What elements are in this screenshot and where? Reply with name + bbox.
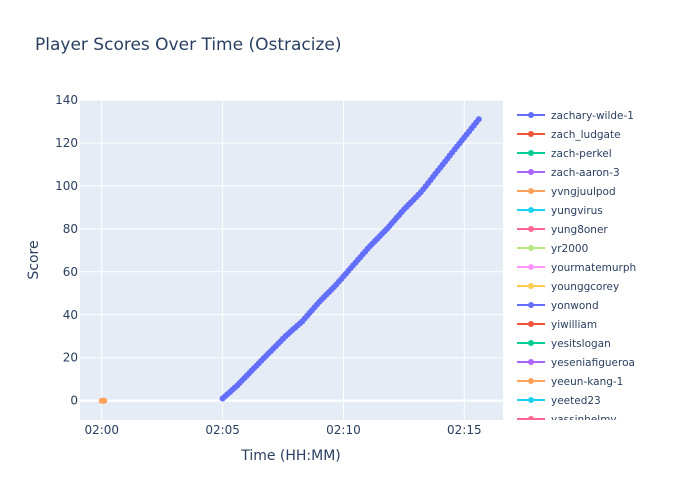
legend-item[interactable]: yeseniafigueroa — [517, 357, 635, 369]
legend-label: yiwilliam — [551, 319, 597, 331]
y-tick-label: 0 — [70, 394, 78, 408]
legend-marker — [528, 340, 534, 346]
legend[interactable]: zachary-wilde-1 zach_ludgate zach-perkel za… — [517, 110, 636, 426]
legend-item[interactable]: yeeted23 — [517, 395, 601, 407]
data-point — [101, 397, 108, 404]
legend-marker — [528, 416, 534, 420]
x-tick-label: 02:15 — [447, 423, 482, 437]
legend-item[interactable]: yourmatemurph — [517, 262, 636, 274]
legend-marker — [528, 283, 534, 289]
legend-item[interactable]: zach-perkel — [517, 148, 612, 160]
plot-area — [80, 100, 503, 420]
legend-label: yungvirus — [551, 205, 603, 217]
legend-marker — [528, 188, 534, 194]
legend-marker — [528, 302, 534, 308]
x-tick-label: 02:00 — [84, 423, 119, 437]
y-tick-label: 60 — [63, 265, 78, 279]
legend-label: younggcorey — [551, 281, 619, 293]
legend-marker — [528, 245, 534, 251]
legend-item[interactable]: younggcorey — [517, 281, 619, 293]
legend-marker — [528, 264, 534, 270]
x-axis-title: Time (HH:MM) — [240, 448, 341, 464]
x-tick-label: 02:05 — [205, 423, 240, 437]
legend-item[interactable]: zachary-wilde-1 — [517, 110, 634, 122]
legend-marker — [528, 359, 534, 365]
legend-item[interactable]: yonwond — [517, 300, 599, 312]
x-tick-label: 02:10 — [326, 423, 361, 437]
legend-item[interactable]: yvngjuulpod — [517, 186, 616, 198]
y-axis: 0 20 40 60 80 100 120 140 — [55, 93, 78, 408]
legend-item[interactable]: yesitslogan — [517, 338, 611, 350]
legend-label: zach_ludgate — [551, 129, 621, 141]
legend-item[interactable]: yiwilliam — [517, 319, 597, 331]
legend-label: yung8oner — [551, 224, 608, 236]
legend-marker — [528, 321, 534, 327]
legend-item[interactable]: zach-aaron-3 — [517, 167, 620, 179]
y-tick-label: 100 — [55, 179, 78, 193]
legend-marker — [528, 207, 534, 213]
y-tick-label: 20 — [63, 351, 78, 365]
y-tick-label: 140 — [55, 93, 78, 107]
legend-item[interactable]: yungvirus — [517, 205, 603, 217]
legend-label: yvngjuulpod — [551, 186, 616, 198]
legend-item[interactable]: yeeun-kang-1 — [517, 376, 623, 388]
legend-marker — [528, 150, 534, 156]
legend-label: zach-perkel — [551, 148, 612, 160]
series-layer — [98, 116, 482, 404]
legend-item[interactable]: yung8oner — [517, 224, 608, 236]
gridlines — [80, 99, 503, 420]
legend-marker — [528, 226, 534, 232]
y-tick-label: 40 — [63, 308, 78, 322]
legend-marker — [528, 378, 534, 384]
x-axis: 02:00 02:05 02:10 02:15 — [84, 423, 481, 437]
legend-label: yourmatemurph — [551, 262, 636, 274]
legend-marker — [528, 397, 534, 403]
legend-marker — [528, 169, 534, 175]
legend-item[interactable]: zach_ludgate — [517, 129, 621, 141]
data-point — [475, 116, 482, 123]
legend-item[interactable]: yr2000 — [517, 243, 588, 255]
legend-label: yr2000 — [551, 243, 588, 255]
legend-label: zachary-wilde-1 — [551, 110, 634, 122]
legend-label: yeseniafigueroa — [551, 357, 635, 369]
legend-label: yeeun-kang-1 — [551, 376, 623, 388]
legend-marker — [528, 131, 534, 137]
y-axis-title: Score — [26, 240, 42, 279]
chart-title: Player Scores Over Time (Ostracize) — [35, 35, 342, 55]
legend-label: zach-aaron-3 — [551, 167, 620, 179]
legend-label: yesitslogan — [551, 338, 611, 350]
y-tick-label: 120 — [55, 136, 78, 150]
legend-label: yonwond — [551, 300, 599, 312]
y-tick-label: 80 — [63, 222, 78, 236]
legend-marker — [528, 112, 534, 118]
legend-label: yassinhelmy — [551, 414, 617, 426]
legend-item[interactable]: yassinhelmy — [517, 414, 617, 426]
legend-label: yeeted23 — [551, 395, 601, 407]
